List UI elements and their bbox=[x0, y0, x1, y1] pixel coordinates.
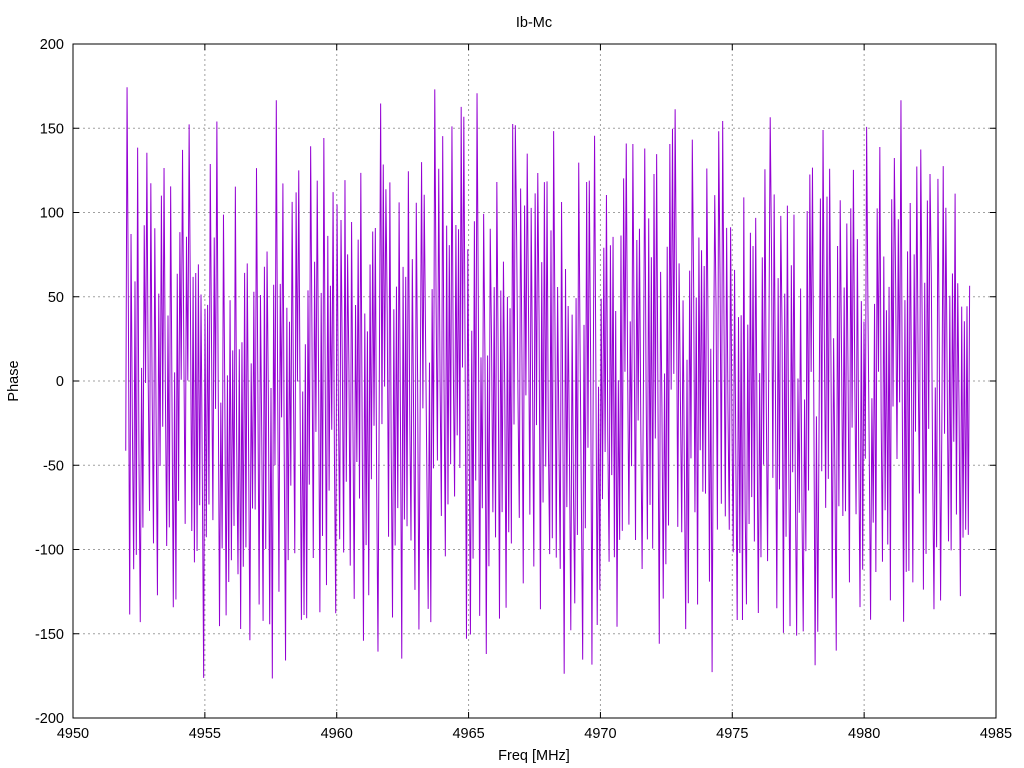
x-tick-label: 4950 bbox=[57, 726, 89, 742]
y-tick-label: 100 bbox=[40, 206, 64, 222]
y-axis-label: Phase bbox=[6, 360, 22, 401]
series-phase bbox=[125, 87, 971, 679]
y-tick-label: -100 bbox=[35, 543, 64, 559]
x-tick-label: 4975 bbox=[716, 726, 748, 742]
y-tick-label: 200 bbox=[40, 37, 64, 53]
y-tick-label: 150 bbox=[40, 121, 64, 137]
x-tick-label: 4985 bbox=[980, 726, 1012, 742]
y-tick-labels: 200 150 100 50 0 -50 -100 -150 -200 bbox=[35, 37, 64, 727]
x-tick-label: 4965 bbox=[452, 726, 484, 742]
phase-line bbox=[125, 87, 971, 679]
x-tick-label: 4955 bbox=[189, 726, 221, 742]
y-tick-label: 0 bbox=[56, 374, 64, 390]
y-tick-label: 50 bbox=[48, 290, 64, 306]
chart-title: Ib-Mc bbox=[516, 15, 552, 31]
y-tick-label: -200 bbox=[35, 711, 64, 727]
y-tick-label: -150 bbox=[35, 627, 64, 643]
x-tick-labels: 4950 4955 4960 4965 4970 4975 4980 4985 bbox=[57, 726, 1012, 742]
x-tick-label: 4960 bbox=[321, 726, 353, 742]
x-tick-label: 4980 bbox=[848, 726, 880, 742]
tick-marks bbox=[72, 43, 997, 719]
x-axis-label: Freq [MHz] bbox=[498, 748, 570, 764]
y-tick-label: -50 bbox=[43, 458, 64, 474]
x-tick-label: 4970 bbox=[584, 726, 616, 742]
